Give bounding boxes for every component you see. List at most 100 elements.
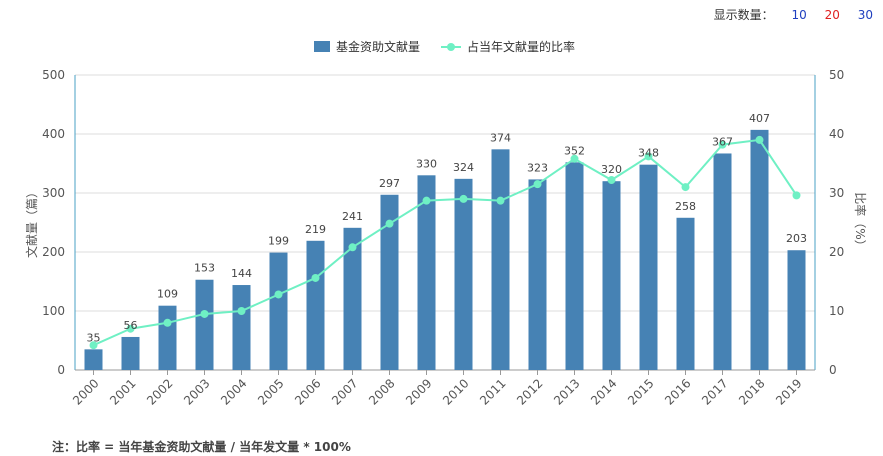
- bar[interactable]: [639, 164, 658, 370]
- bar[interactable]: [491, 149, 510, 370]
- x-tick-label: 2007: [329, 376, 360, 407]
- y2-tick-label: 50: [829, 68, 844, 82]
- y2-tick-label: 10: [829, 304, 844, 318]
- bar-value-label: 367: [712, 135, 733, 148]
- ratio-point[interactable]: [755, 135, 764, 144]
- bar-value-label: 352: [564, 144, 585, 157]
- ratio-point[interactable]: [348, 243, 357, 252]
- bar-value-label: 35: [87, 331, 101, 344]
- bar[interactable]: [750, 129, 769, 370]
- ratio-point[interactable]: [89, 341, 98, 350]
- y2-tick-label: 0: [829, 363, 837, 377]
- ratio-point[interactable]: [681, 183, 690, 192]
- bar-value-label: 323: [527, 161, 548, 174]
- x-tick-label: 2003: [181, 376, 212, 407]
- bar[interactable]: [454, 178, 473, 370]
- legend-bar-swatch[interactable]: [314, 41, 330, 52]
- ratio-point[interactable]: [533, 180, 542, 189]
- bar-value-label: 56: [124, 319, 138, 332]
- y-tick-label: 400: [42, 127, 65, 141]
- display-option-30[interactable]: 30: [857, 8, 873, 22]
- bar[interactable]: [528, 179, 547, 370]
- ratio-point[interactable]: [496, 196, 505, 205]
- x-tick-label: 2012: [514, 376, 545, 407]
- ratio-point[interactable]: [644, 152, 653, 161]
- bar[interactable]: [565, 162, 584, 370]
- bar[interactable]: [417, 175, 436, 370]
- ratio-point[interactable]: [792, 191, 801, 200]
- y-tick-label: 300: [42, 186, 65, 200]
- ratio-line: [89, 135, 801, 350]
- x-tick-label: 2000: [70, 376, 101, 407]
- ratio-point[interactable]: [607, 176, 616, 185]
- ratio-point[interactable]: [311, 273, 320, 282]
- bar-value-label: 324: [453, 161, 474, 174]
- bar-value-label: 407: [749, 112, 770, 125]
- ratio-point[interactable]: [237, 307, 246, 315]
- bar[interactable]: [676, 217, 695, 370]
- display-count-control: 显示数量： 10 20 30: [714, 6, 873, 23]
- bar[interactable]: [343, 227, 362, 370]
- y2-tick-label: 20: [829, 245, 844, 259]
- x-tick-label: 2014: [588, 376, 619, 407]
- x-tick-label: 2008: [366, 376, 397, 407]
- y-tick-label: 100: [42, 304, 65, 318]
- ratio-point[interactable]: [422, 196, 431, 205]
- x-tick-label: 2011: [477, 376, 508, 407]
- ratio-point[interactable]: [200, 309, 209, 318]
- bar-value-label: 199: [268, 235, 289, 248]
- bar-value-label: 241: [342, 210, 363, 223]
- bar[interactable]: [787, 250, 806, 370]
- bar-value-label: 374: [490, 131, 511, 144]
- x-tick-label: 2013: [551, 376, 582, 407]
- bar-value-label: 348: [638, 147, 659, 160]
- data-labels: 35 56 109 153 144 199 219 241 297 330 324 374 323 352…: [87, 112, 808, 344]
- legend-line-marker[interactable]: [447, 43, 455, 51]
- bar[interactable]: [380, 194, 399, 370]
- x-tick-label: 2002: [144, 376, 175, 407]
- x-tick-label: 2017: [699, 376, 730, 407]
- legend-bar-label[interactable]: 基金资助文献量: [336, 39, 420, 54]
- y2-tick-label: 40: [829, 127, 844, 141]
- bar[interactable]: [713, 153, 732, 370]
- bar-value-label: 203: [786, 232, 807, 245]
- bar[interactable]: [121, 336, 140, 370]
- bar[interactable]: [306, 240, 325, 370]
- legend-line-label[interactable]: 占当年文献量的比率: [467, 39, 575, 54]
- x-tick-label: 2019: [773, 376, 804, 407]
- y2-tick-label: 30: [829, 186, 844, 200]
- bar-value-label: 219: [305, 223, 326, 236]
- x-tick-label: 2001: [107, 376, 138, 407]
- ratio-point[interactable]: [718, 140, 727, 149]
- display-count-label: 显示数量：: [713, 8, 774, 22]
- bar-value-label: 144: [231, 267, 252, 280]
- ratio-point[interactable]: [274, 290, 283, 299]
- y-tick-label: 500: [42, 68, 65, 82]
- ratio-point[interactable]: [570, 154, 579, 163]
- x-tick-label: 2010: [440, 376, 471, 407]
- x-tick-label: 2016: [662, 376, 693, 407]
- bar[interactable]: [232, 285, 251, 370]
- ratio-point[interactable]: [126, 324, 135, 333]
- y-axis-title: 文献量（篇）: [24, 186, 39, 258]
- bar[interactable]: [158, 305, 177, 370]
- x-tick-label: 2009: [403, 376, 434, 407]
- bar[interactable]: [269, 252, 288, 370]
- ratio-point[interactable]: [385, 219, 394, 228]
- bar[interactable]: [84, 349, 103, 370]
- x-tick-label: 2005: [255, 376, 286, 407]
- bar-value-label: 153: [194, 262, 215, 275]
- display-option-20[interactable]: 20: [824, 8, 840, 22]
- bar-value-label: 320: [601, 163, 622, 176]
- bar[interactable]: [195, 279, 214, 370]
- y-tick-label: 200: [42, 245, 65, 259]
- ratio-point[interactable]: [459, 194, 468, 203]
- bar-value-label: 330: [416, 157, 437, 170]
- ratio-point[interactable]: [163, 318, 172, 327]
- display-option-10[interactable]: 10: [791, 8, 807, 22]
- bar-line-chart: 基金资助文献量 占当年文献量的比率 0100200300400500010203…: [24, 39, 868, 408]
- x-tick-label: 2006: [292, 376, 323, 407]
- bar[interactable]: [602, 181, 621, 370]
- bar-value-label: 258: [675, 200, 696, 213]
